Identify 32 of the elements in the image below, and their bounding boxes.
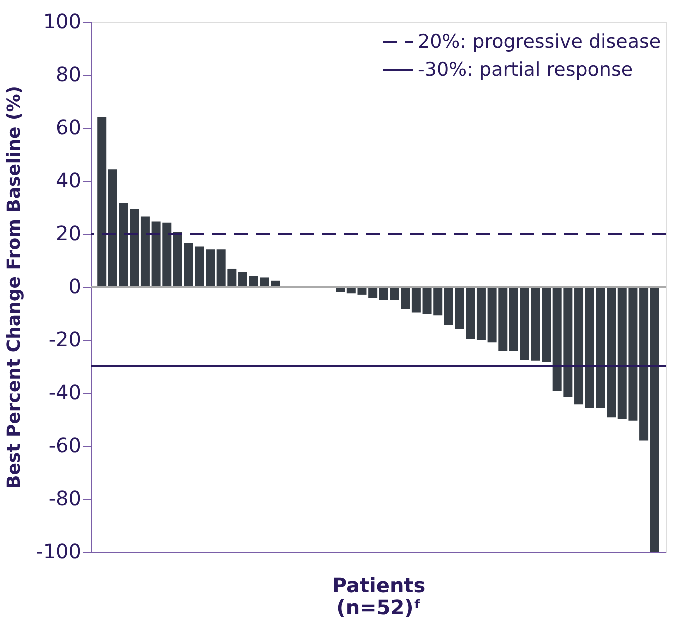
bar (206, 250, 215, 287)
bar (173, 232, 182, 287)
y-tick-label: 80 (56, 62, 82, 86)
x-axis-title: Patients (n=52)ᶠ (332, 574, 426, 620)
bar (412, 287, 421, 313)
bar (140, 216, 150, 287)
bar (509, 287, 518, 352)
bar (476, 287, 486, 340)
y-tick-label: 20 (56, 222, 82, 246)
y-tick-label: -40 (48, 380, 82, 404)
bar (607, 287, 616, 418)
legend-label: -30%: partial response (418, 59, 634, 81)
y-tick-label: 100 (43, 10, 82, 34)
bar (640, 287, 649, 441)
bar (542, 287, 551, 363)
bar (379, 287, 388, 300)
y-axis-title: Best Percent Change From Baseline (%) (4, 86, 26, 490)
y-tick-label: -100 (36, 540, 82, 564)
bar (108, 170, 118, 287)
bar (444, 287, 454, 326)
bar (650, 287, 660, 552)
y-tick-label: 0 (68, 274, 82, 298)
y-tick-label: 40 (56, 168, 82, 192)
bar (238, 272, 248, 287)
y-tick-label: 60 (56, 116, 82, 140)
legend-label: 20%: progressive disease (418, 31, 662, 53)
bar (368, 287, 378, 298)
bar (98, 117, 107, 287)
y-tick-label: -60 (48, 434, 82, 458)
y-tick-label: -80 (48, 486, 82, 510)
bar (574, 287, 584, 405)
y-tick-label: -20 (48, 328, 82, 352)
